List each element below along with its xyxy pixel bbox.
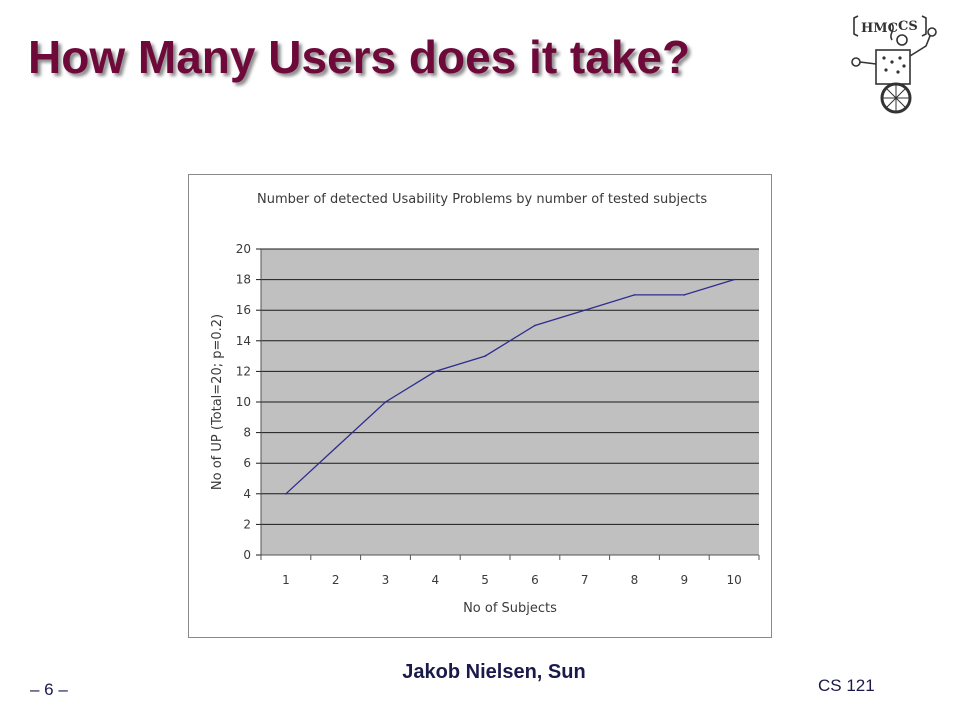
chart-panel: Number of detected Usability Problems by… — [188, 174, 772, 638]
series-line — [285, 278, 735, 495]
x-tick-label: 9 — [680, 573, 688, 587]
data-point — [285, 493, 287, 495]
data-point — [683, 294, 686, 296]
course-label: CS 121 — [818, 676, 875, 695]
y-tick-label: 16 — [236, 303, 251, 317]
page-number: – 6 – — [30, 680, 68, 699]
x-tick-label: 2 — [332, 573, 340, 587]
data-point — [733, 278, 735, 281]
chart-title: Number of detected Usability Problems by… — [257, 192, 707, 207]
slide-title: How Many Users does it take? — [28, 31, 691, 83]
y-tick-label: 20 — [236, 242, 251, 256]
x-tick-label: 4 — [431, 573, 439, 587]
x-tick-label: 5 — [481, 573, 489, 587]
data-point — [583, 309, 586, 311]
x-tick-label: 10 — [726, 573, 741, 587]
x-tick-label: 6 — [531, 573, 539, 587]
data-point — [633, 294, 636, 296]
slide-caption: Jakob Nielsen, Sun — [402, 661, 586, 683]
data-point — [334, 447, 337, 449]
y-tick-label: 12 — [236, 364, 251, 378]
data-point — [384, 401, 387, 403]
x-axis-label: No of Subjects — [463, 601, 557, 616]
logo-text-right: CS — [898, 19, 918, 34]
data-point — [534, 324, 536, 327]
y-tick-label: 10 — [236, 395, 251, 409]
data-point — [484, 355, 486, 357]
y-tick-label: 6 — [243, 456, 251, 470]
x-tick-label: 3 — [382, 573, 390, 587]
x-tick-label: 1 — [282, 573, 290, 587]
x-tick-label: 8 — [631, 573, 639, 587]
y-tick-label: 18 — [236, 273, 251, 287]
y-axis-label: No of UP (Total=20; p=0.2) — [210, 314, 225, 490]
y-tick-label: 14 — [236, 334, 251, 348]
line-chart: Number of detected Usability Problems by… — [210, 192, 760, 616]
data-point — [434, 370, 437, 373]
logo-text-left: HMC — [861, 21, 898, 36]
y-tick-label: 8 — [243, 426, 251, 440]
hmc-cs-robot-logo-icon: HMC CS — [851, 15, 937, 114]
y-tick-label: 0 — [243, 548, 251, 562]
y-tick-label: 2 — [243, 517, 251, 531]
y-tick-label: 4 — [243, 487, 251, 501]
x-tick-label: 7 — [581, 573, 589, 587]
